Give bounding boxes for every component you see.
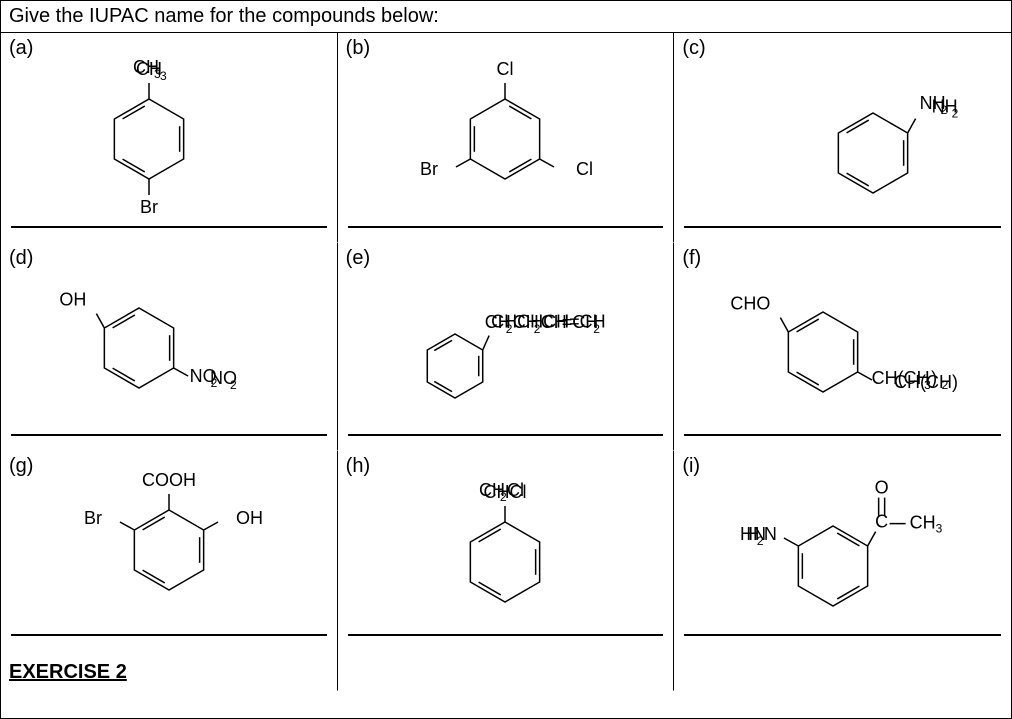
answer-line[interactable] — [11, 434, 327, 436]
svg-text:2: 2 — [230, 378, 237, 392]
chemical-structure: CHCHCH=CHCH2CH2CH=CH2 — [338, 253, 674, 430]
compound-cell-g: (g)COOHBrOHEXERCISE 2 — [1, 451, 338, 691]
answer-line[interactable] — [11, 634, 327, 636]
chemical-structure: COCH3HNH2N — [674, 461, 1011, 630]
svg-text:2: 2 — [534, 322, 541, 336]
svg-text:2: 2 — [500, 490, 507, 504]
svg-text:=: = — [562, 312, 573, 332]
answer-line[interactable] — [11, 226, 327, 228]
svg-text:N: N — [764, 524, 777, 544]
svg-text:OH: OH — [59, 289, 86, 309]
svg-text:Br: Br — [84, 508, 102, 528]
answer-line[interactable] — [348, 634, 664, 636]
svg-text:CHO: CHO — [730, 293, 770, 313]
chemical-structure: NH2NH2 — [674, 43, 1011, 222]
svg-text:2: 2 — [757, 534, 764, 548]
answer-line[interactable] — [348, 434, 664, 436]
title-row: Give the IUPAC name for the compounds be… — [1, 1, 1011, 33]
svg-text:3: 3 — [154, 67, 161, 81]
compound-grid: (a)CH3BrCH3(b)ClBrCl(c)NH2NH2(d)OHNO2NO2… — [1, 33, 1011, 691]
compound-cell-i: (i)COCH3HNH2N — [674, 451, 1011, 691]
chemical-structure: CHClCH2Cl — [338, 461, 674, 630]
svg-text:Cl: Cl — [497, 59, 514, 79]
chemical-structure: OHNO2NO2 — [1, 253, 337, 430]
compound-cell-h: (h)CHClCH2Cl — [338, 451, 675, 691]
worksheet-title: Give the IUPAC name for the compounds be… — [9, 5, 439, 27]
svg-text:Cl: Cl — [507, 480, 524, 500]
svg-text:Br: Br — [420, 159, 438, 179]
chemical-structure: CH3BrCH3 — [1, 43, 337, 222]
chemical-structure: Cl Br Cl — [338, 43, 674, 222]
answer-line[interactable] — [348, 226, 664, 228]
compound-cell-a: (a)CH3BrCH3 — [1, 33, 338, 243]
svg-text:CH: CH — [909, 512, 935, 532]
svg-text:2: 2 — [951, 106, 958, 120]
svg-text:3: 3 — [160, 69, 167, 83]
svg-text:2: 2 — [940, 103, 947, 117]
svg-text:Br: Br — [140, 197, 158, 217]
compound-cell-b: (b)ClBrCl — [338, 33, 675, 243]
worksheet-page: Give the IUPAC name for the compounds be… — [0, 0, 1012, 719]
svg-text:COOH: COOH — [142, 470, 196, 490]
svg-text:2: 2 — [941, 378, 948, 392]
svg-text:Cl: Cl — [577, 159, 594, 179]
svg-text:C: C — [875, 511, 888, 531]
svg-text:2: 2 — [210, 376, 217, 390]
chemical-structure: COOH Br OH — [1, 461, 337, 630]
svg-text:CH(CH: CH(CH — [871, 368, 929, 388]
svg-text:2: 2 — [594, 322, 601, 336]
svg-text:OH: OH — [236, 508, 263, 528]
svg-text:O: O — [874, 477, 888, 497]
exercise-heading: EXERCISE 2 — [9, 661, 127, 684]
compound-cell-f: (f)CHOCH(CH)CH(CH3)2 — [674, 243, 1011, 451]
svg-text:3: 3 — [935, 521, 942, 535]
answer-line[interactable] — [684, 226, 1001, 228]
compound-cell-d: (d)OHNO2NO2 — [1, 243, 338, 451]
compound-cell-c: (c)NH2NH2 — [674, 33, 1011, 243]
compound-cell-e: (e)CHCHCH=CHCH2CH2CH=CH2 — [338, 243, 675, 451]
svg-text:2: 2 — [506, 322, 513, 336]
chemical-structure: CHOCH(CH)CH(CH3)2 — [674, 253, 1011, 430]
answer-line[interactable] — [684, 434, 1001, 436]
svg-text:): ) — [931, 368, 937, 388]
svg-text:3: 3 — [924, 378, 931, 392]
answer-line[interactable] — [684, 634, 1001, 636]
